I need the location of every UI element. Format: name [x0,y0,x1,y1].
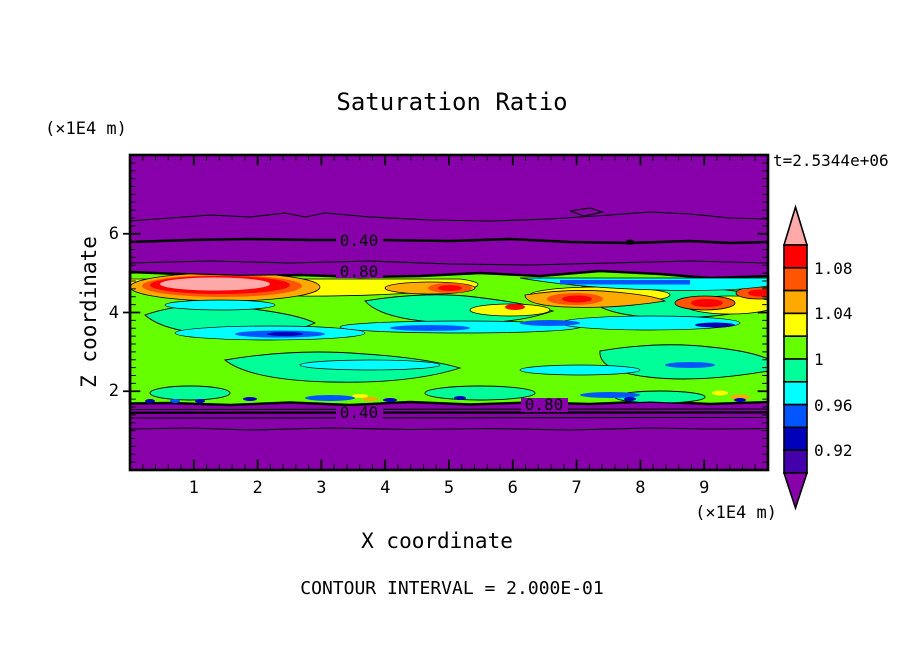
label-mask [336,406,383,419]
contour-line-040-lower [129,411,769,414]
contour-label-080-upper: 0.80 [340,262,379,281]
colorbar-label: 0.96 [814,395,853,415]
y-axis-unit: (×1E4 m) [45,119,127,139]
colorbar [782,204,809,511]
colorbar-cell [783,289,808,315]
colorbar-label: 1 [814,350,824,369]
x-tick-label: 1 [188,478,199,498]
band-texture [130,272,768,404]
x-tick-label: 9 [699,478,710,498]
x-tick-label: 4 [380,478,391,498]
contour-label-080-lower: 0.80 [525,395,564,414]
colorbar-cell [783,358,808,383]
colorbar-cell [783,381,808,406]
contour-dot [626,239,634,245]
colorbar-label: 1.04 [814,304,853,324]
contour-line-060-lower [129,408,769,411]
colorbar-cell [783,312,808,338]
colorbar-label: 1.08 [814,258,853,278]
plot-title: Saturation Ratio [336,88,568,116]
plot-frame [128,153,770,472]
x-tick-label: 7 [571,478,582,498]
contour-loop [569,207,605,217]
x-axis-unit: (×1E4 m) [695,503,777,523]
x-tick-label: 3 [316,478,327,498]
colorbar-cell [783,403,808,429]
colorbar-cell [783,244,808,269]
x-tick-label: 8 [635,478,646,498]
x-tick-label: 5 [443,478,455,498]
contour-label-040-upper: 0.40 [340,231,379,250]
contour-label-040-lower: 0.40 [340,403,379,422]
colorbar-label: 0.92 [814,441,853,461]
colorbar-over-arrow [782,204,809,246]
axis-ticks [123,156,767,469]
colorbar-under-arrow [782,472,809,511]
y-tick-label: 4 [108,302,119,323]
contour-field: 0.40 0.80 0.80 0.40 [123,153,770,472]
contour-interval-note: CONTOUR INTERVAL = 2.000E-01 [300,578,604,599]
contour-line-060-upper [129,260,769,266]
label-mask [336,264,383,278]
label-mask [336,232,383,248]
y-tick-label: 6 [108,223,119,244]
label-mask [521,398,568,412]
x-axis-label: X coordinate [361,529,513,553]
contour-line-low-lower [129,427,769,431]
colorbar-cell [783,267,808,292]
y-tick-label: 2 [108,381,119,402]
x-tick-label: 2 [252,478,263,498]
contour-line-040-upper [129,237,769,245]
colorbar-cell [783,335,808,360]
colorbar-cell [783,426,808,451]
x-tick-label: 6 [507,478,518,498]
contour-line-020-upper [129,211,769,222]
time-annotation: t=2.5344e+06 [773,151,889,170]
colorbar-cell [783,449,808,474]
contour-line-020-lower [129,416,769,419]
